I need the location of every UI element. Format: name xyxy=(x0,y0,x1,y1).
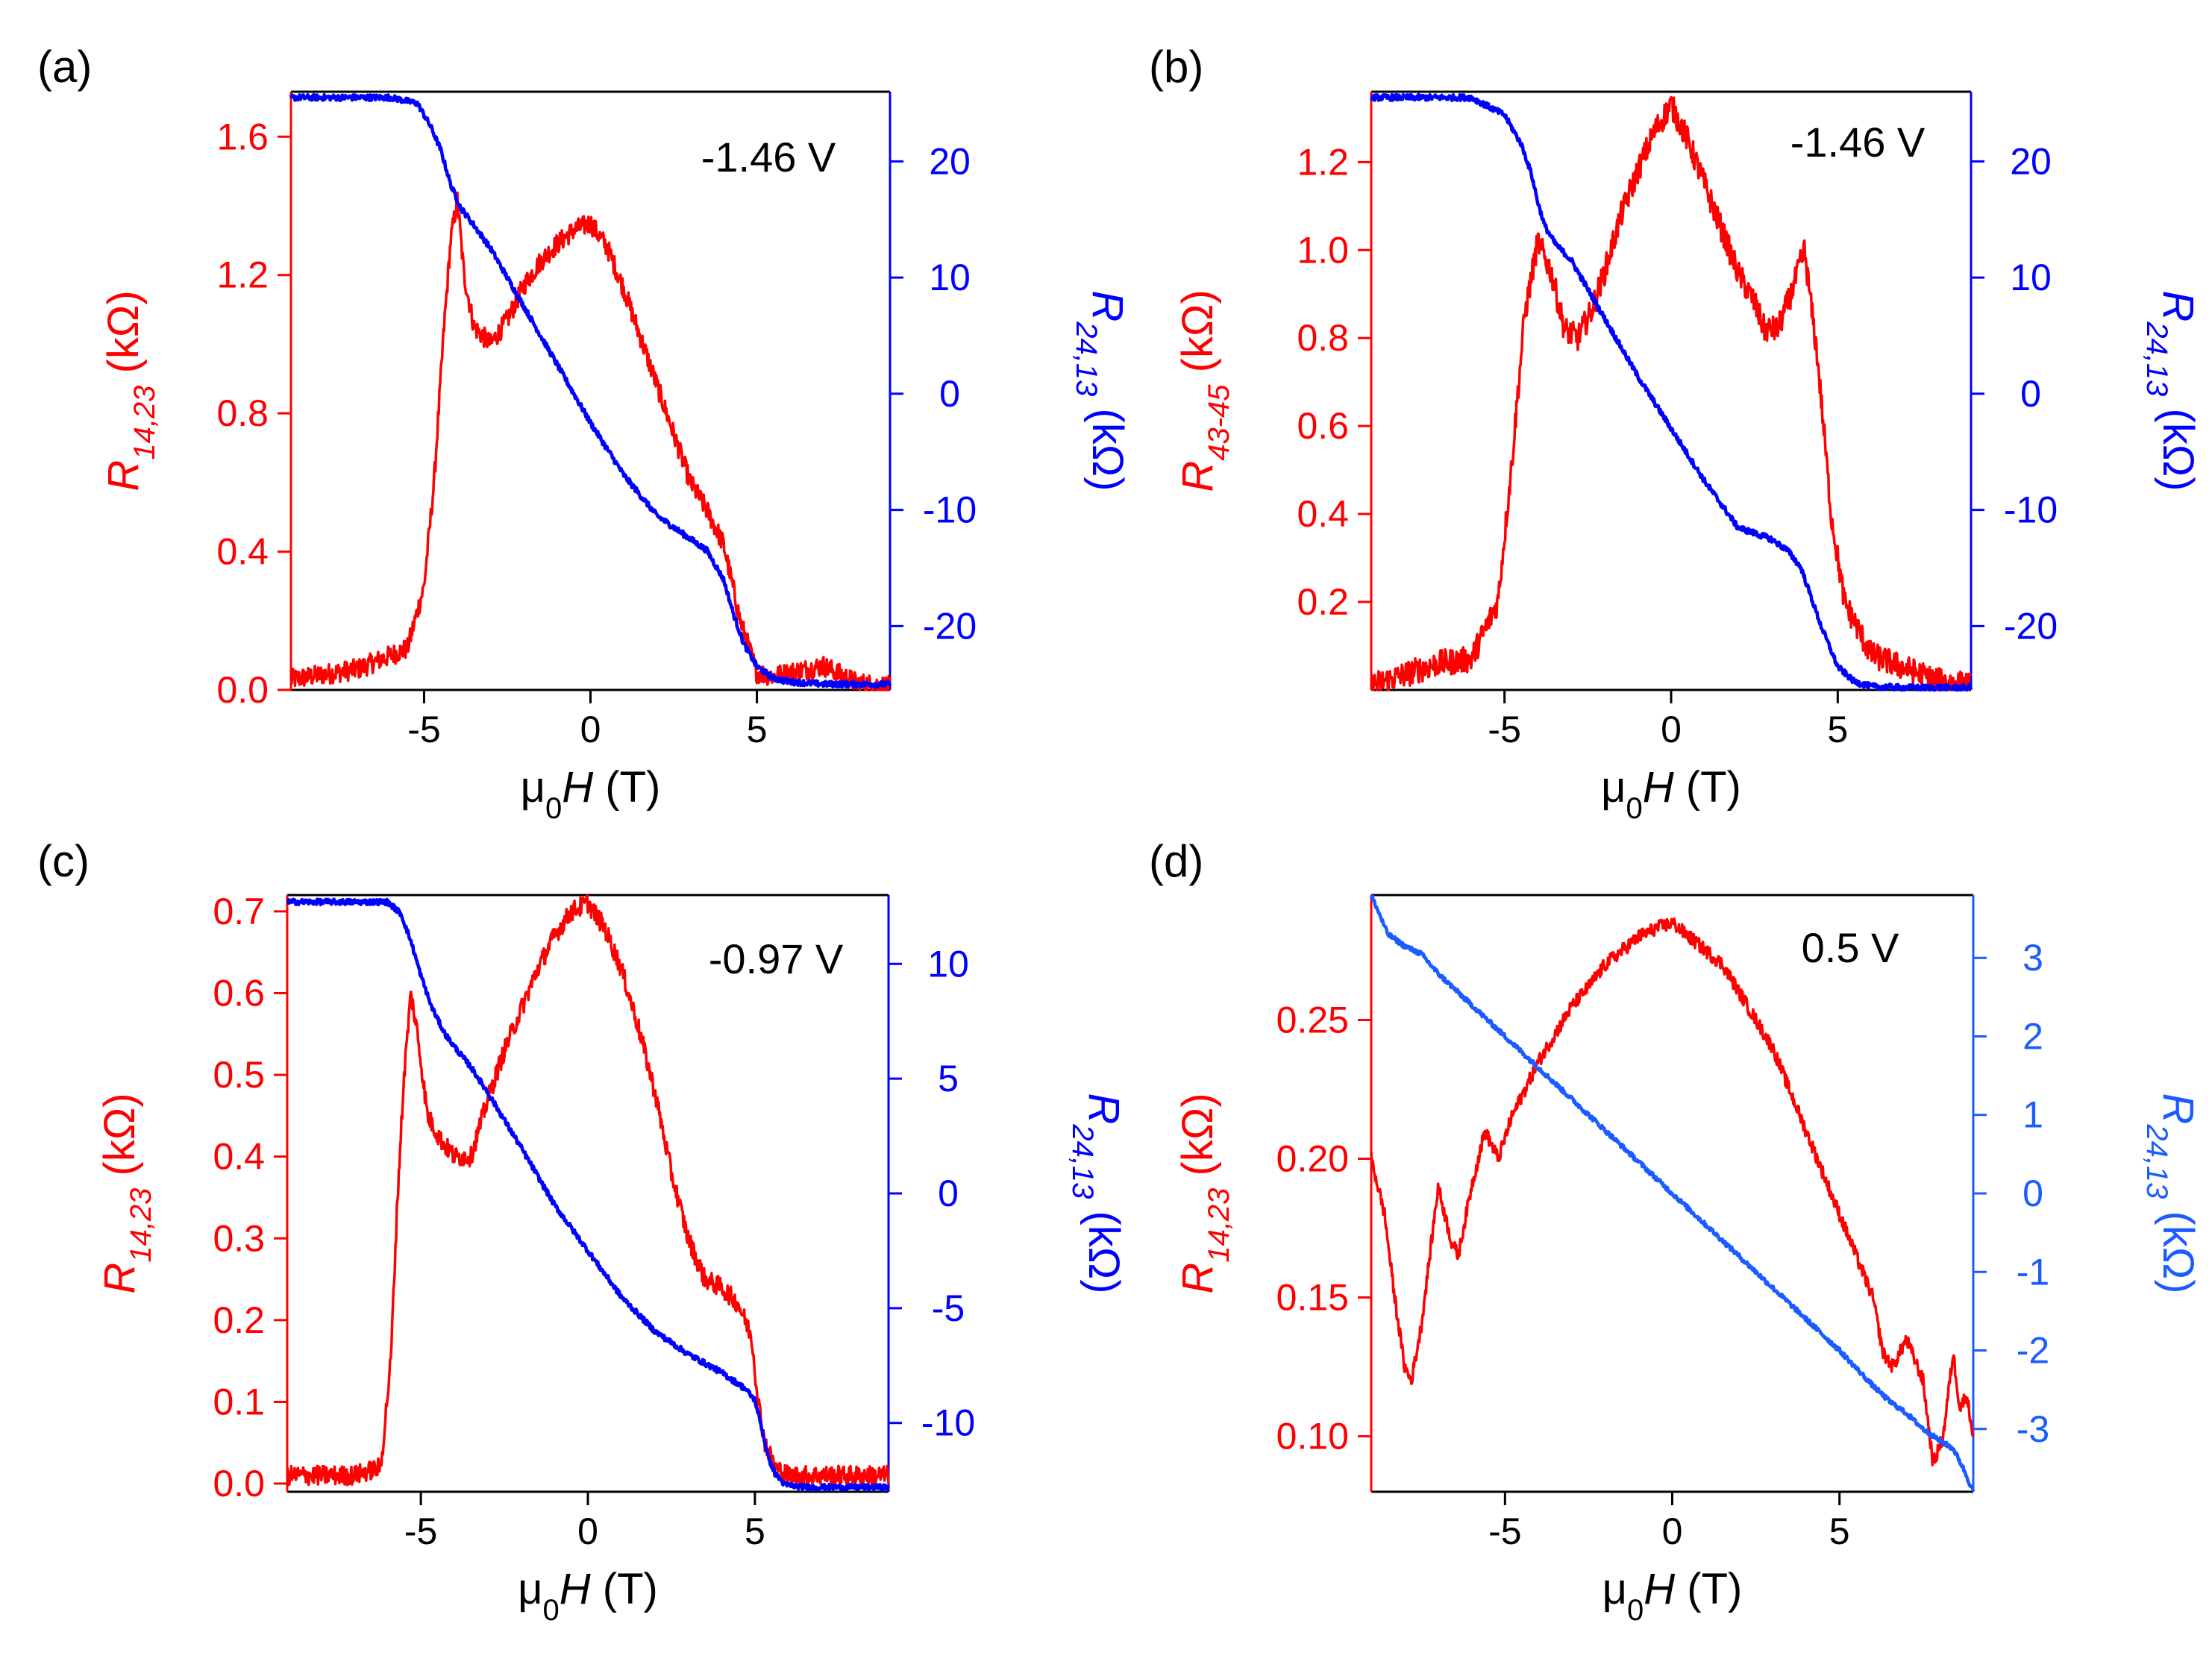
y-right-tick-label: 0 xyxy=(939,373,960,415)
y-left-tick-label: 0.10 xyxy=(1276,1416,1349,1457)
panel-label: (d) xyxy=(1149,836,1203,886)
y-left-axis-label: R14,23 (kΩ) xyxy=(99,290,161,491)
x-axis-label: μ0H (T) xyxy=(1601,763,1741,825)
y-left-tick-label: 0.2 xyxy=(213,1299,265,1341)
series-line-right xyxy=(286,897,891,1492)
y-left-tick-label: 0.8 xyxy=(1297,317,1349,359)
y-right-tick-label: 0 xyxy=(2023,1173,2043,1214)
y-left-tick-label: 1.2 xyxy=(216,254,269,296)
x-tick-label: -5 xyxy=(404,1510,437,1552)
voltage-annotation: -1.46 V xyxy=(701,134,836,181)
x-tick-label: 5 xyxy=(747,709,768,750)
series-line-left xyxy=(286,894,890,1487)
y-left-tick-label: 0.0 xyxy=(216,669,269,711)
x-tick-label: -5 xyxy=(1488,709,1520,750)
y-left-axis-label: R14,23 (kΩ) xyxy=(1174,1093,1235,1293)
y-left-tick-label: 0.1 xyxy=(213,1381,265,1422)
y-right-tick-label: -5 xyxy=(932,1287,965,1329)
y-left-tick-label: 0.4 xyxy=(213,1136,265,1178)
series-line-left xyxy=(1370,95,1973,691)
x-tick-label: 5 xyxy=(1827,709,1848,750)
y-left-tick-label: 0.4 xyxy=(1297,493,1349,535)
y-right-tick-label: 1 xyxy=(2023,1094,2043,1136)
y-left-tick-label: 0.15 xyxy=(1276,1277,1349,1319)
x-tick-label: 0 xyxy=(577,1510,598,1552)
y-left-tick-label: 0.5 xyxy=(213,1054,265,1096)
x-tick-label: -5 xyxy=(407,709,440,750)
y-left-tick-label: 0.6 xyxy=(1297,405,1349,447)
panel-b: -5 0 5 0.2 0.4 0.6 0.8 1.0 1.2 -20 -10 0 10 20 (b) -1.4… xyxy=(1149,42,2202,825)
x-axis-label: μ0H (T) xyxy=(521,763,661,825)
series-line-right xyxy=(1369,894,1976,1493)
voltage-annotation: 0.5 V xyxy=(1802,924,1899,971)
y-left-tick-label: 0.8 xyxy=(216,392,269,434)
y-right-axis-label: R24,13 (kΩ) xyxy=(1066,1093,1128,1293)
y-right-tick-label: 2 xyxy=(2023,1015,2043,1057)
panel-c: -5 0 5 0.0 0.1 0.2 0.3 0.4 0.5 0.6 0.7 -10 -5 0 5 10 (c)… xyxy=(37,836,1128,1627)
panel-label: (b) xyxy=(1149,42,1203,92)
y-right-axis-label: R24,13 (kΩ) xyxy=(2140,1093,2202,1293)
x-tick-label: 5 xyxy=(745,1510,765,1552)
y-right-tick-label: -10 xyxy=(921,1402,975,1444)
y-right-tick-label: 20 xyxy=(929,140,971,182)
voltage-annotation: -0.97 V xyxy=(709,935,844,982)
x-tick-label: 0 xyxy=(1662,1510,1683,1552)
y-right-tick-label: -3 xyxy=(2017,1408,2049,1450)
panel-a: -5 0 5 0.0 0.4 0.8 1.2 1.6 -20 -10 0 10 20 (a) -1.46 V… xyxy=(37,42,1132,825)
series-line-right xyxy=(1370,92,1973,692)
y-right-tick-label: 5 xyxy=(938,1058,959,1099)
series-line-left xyxy=(289,191,892,691)
y-right-tick-label: 10 xyxy=(929,257,971,298)
x-axis-label: μ0H (T) xyxy=(518,1565,658,1627)
y-left-tick-label: 0.20 xyxy=(1276,1137,1349,1179)
y-left-tick-label: 0.4 xyxy=(216,531,269,573)
x-tick-label: 5 xyxy=(1829,1510,1850,1552)
series-line-right xyxy=(289,92,892,689)
y-right-tick-label: -1 xyxy=(2017,1251,2049,1293)
y-right-tick-label: 3 xyxy=(2023,937,2043,979)
x-axis-label: μ0H (T) xyxy=(1602,1565,1743,1627)
y-right-tick-label: -2 xyxy=(2017,1330,2049,1372)
y-left-axis-label: R14,23 (kΩ) xyxy=(95,1093,157,1293)
y-right-axis-label: R24,13 (kΩ) xyxy=(1070,290,1132,491)
y-left-tick-label: 0.3 xyxy=(213,1217,265,1259)
y-right-tick-label: -10 xyxy=(2004,489,2058,531)
y-left-tick-label: 0.0 xyxy=(213,1463,265,1504)
y-right-tick-label: 0 xyxy=(938,1173,959,1214)
y-right-tick-label: -20 xyxy=(923,605,977,647)
panel-label: (a) xyxy=(37,42,92,92)
series-line-left xyxy=(1370,917,1975,1467)
y-right-tick-label: 10 xyxy=(2010,257,2052,298)
y-left-axis-label: R43-45 (kΩ) xyxy=(1174,289,1235,492)
y-left-tick-label: 0.6 xyxy=(213,973,265,1014)
y-left-tick-label: 0.7 xyxy=(213,891,265,932)
y-right-tick-label: -10 xyxy=(923,489,977,531)
panel-d: -5 0 5 0.10 0.15 0.20 0.25 -3 -2 -1 0 1 2 3 (d) 0.5 V μ0… xyxy=(1149,836,2202,1627)
x-tick-label: -5 xyxy=(1488,1510,1521,1552)
y-left-tick-label: 0.2 xyxy=(1297,581,1349,623)
voltage-annotation: -1.46 V xyxy=(1790,119,1926,166)
y-left-tick-label: 1.0 xyxy=(1297,229,1349,271)
panel-label: (c) xyxy=(37,836,90,886)
y-right-tick-label: 0 xyxy=(2020,373,2041,415)
y-left-tick-label: 1.6 xyxy=(216,116,269,157)
x-tick-label: 0 xyxy=(580,709,601,750)
y-right-tick-label: -20 xyxy=(2004,605,2058,647)
y-right-axis-label: R24,13 (kΩ) xyxy=(2140,290,2202,491)
x-tick-label: 0 xyxy=(1661,709,1682,750)
y-right-tick-label: 20 xyxy=(2010,140,2052,182)
y-left-tick-label: 1.2 xyxy=(1297,141,1349,183)
y-left-tick-label: 0.25 xyxy=(1276,999,1349,1041)
y-right-tick-label: 10 xyxy=(927,943,969,985)
